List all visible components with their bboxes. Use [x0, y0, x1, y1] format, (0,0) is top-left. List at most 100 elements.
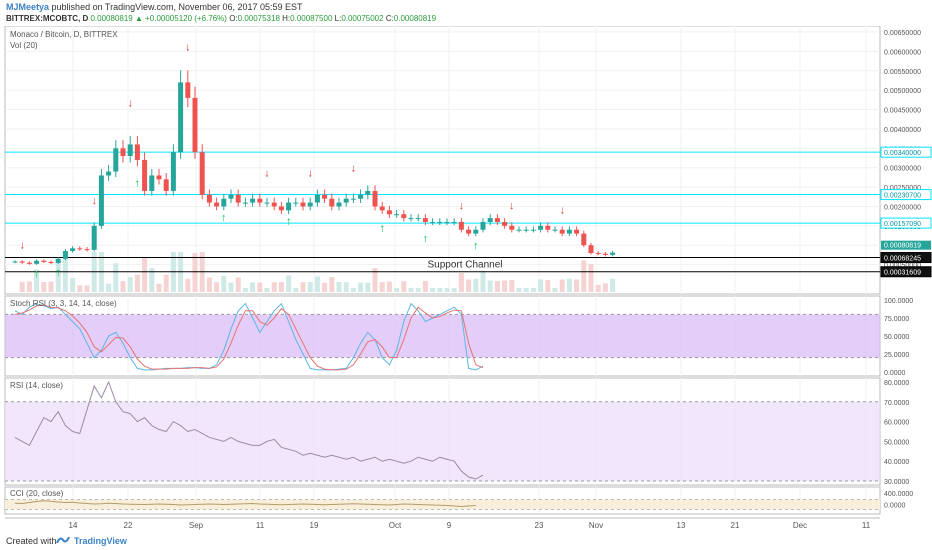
volume-bar: [552, 288, 558, 292]
candle: [271, 202, 277, 207]
high-value: 0.00087500: [290, 14, 333, 23]
candle: [581, 233, 587, 246]
candle: [12, 261, 18, 263]
candle: [293, 202, 299, 204]
volume-bar: [84, 285, 90, 292]
close-value: 0.00080819: [393, 14, 437, 23]
candle: [228, 194, 234, 199]
y-tick-label: 0.00400000: [884, 127, 921, 134]
x-tick-label: 9: [447, 521, 452, 530]
volume-bar: [106, 283, 112, 292]
y-tick-label: 70.0000: [884, 400, 909, 407]
volume-bar: [538, 279, 544, 292]
y-tick-label: 0.00450000: [884, 108, 921, 115]
y-tick-label: 25.0000: [884, 352, 909, 359]
candle: [494, 218, 500, 222]
candle: [566, 229, 572, 234]
volume-bar: [329, 277, 335, 292]
candle: [185, 82, 191, 98]
candle: [538, 225, 544, 230]
candle: [55, 258, 61, 264]
volume-label: Vol (20): [10, 41, 38, 50]
candle: [473, 229, 479, 234]
level-label: 0.00031609: [884, 270, 921, 277]
volume-bar: [77, 285, 83, 292]
candle: [257, 198, 263, 203]
candle: [34, 260, 40, 264]
volume-bar: [293, 288, 299, 292]
candle: [458, 221, 464, 230]
volume-bar: [264, 288, 270, 292]
down-arrow-icon: ↓: [127, 98, 133, 110]
candle: [19, 261, 25, 263]
candle: [113, 148, 119, 172]
candle: [595, 252, 601, 254]
volume-bar: [523, 288, 529, 292]
chart-canvas[interactable]: 0.00650000 0.00600000 0.00550000 0.00500000…: [0, 26, 932, 532]
up-arrow-icon: ↑: [34, 268, 40, 280]
author-link[interactable]: MJMeetya: [6, 2, 50, 12]
candle: [127, 144, 133, 157]
candle: [264, 202, 270, 204]
candle: [98, 175, 104, 226]
candle: [48, 261, 54, 264]
candle: [523, 229, 529, 231]
low-value: 0.00075002: [341, 14, 384, 23]
candle: [487, 218, 493, 222]
candle: [192, 97, 198, 153]
price-change: +0.00005120 (+6.76%): [145, 14, 227, 23]
y-tick-label: 80.0000: [884, 380, 909, 387]
level-label: 0.00340000: [884, 150, 921, 157]
candle: [206, 194, 212, 203]
low-label: L:: [334, 14, 342, 23]
candle: [401, 214, 407, 219]
y-tick-label: 0.00600000: [884, 49, 921, 56]
y-tick-label: 0.00250000: [884, 185, 921, 192]
volume-bar: [566, 278, 572, 292]
volume-bar: [386, 281, 392, 292]
up-arrow-icon: ↑: [135, 177, 141, 189]
y-tick-label: 100.0000: [884, 298, 913, 305]
level-label: 0.00068245: [884, 256, 921, 263]
candle: [329, 198, 335, 207]
symbol-label[interactable]: BITTREX:MCOBTC, D: [6, 14, 89, 23]
x-tick-label: Sep: [189, 521, 204, 530]
volume-bar: [502, 280, 508, 292]
x-tick-label: Nov: [589, 521, 603, 530]
volume-bar: [509, 280, 515, 292]
series-line-D: [14, 304, 484, 371]
down-arrow-icon: ↓: [264, 167, 270, 179]
level-label-box: [880, 146, 932, 158]
volume-bar: [343, 282, 349, 292]
x-tick-label: 22: [124, 521, 133, 530]
candle: [372, 190, 378, 207]
candle: [394, 214, 400, 216]
volume-bar: [588, 264, 594, 292]
candle: [422, 218, 428, 222]
y-tick-label: 75.0000: [884, 316, 909, 323]
candle: [106, 171, 112, 176]
published-text: published on TradingView.com, November 0…: [51, 2, 303, 12]
up-arrow-icon: ↑: [379, 223, 385, 235]
level-label-box: [880, 252, 932, 264]
down-arrow-icon: ↓: [19, 239, 25, 251]
volume-bar: [458, 273, 464, 292]
up-arrow-icon: ↑: [286, 216, 292, 228]
volume-bar: [480, 270, 486, 292]
tradingview-link[interactable]: TradingView: [74, 536, 127, 546]
volume-bar: [473, 278, 479, 292]
volume-bar: [595, 285, 601, 292]
y-tick-label: 0.0000: [884, 370, 906, 377]
volume-bar: [336, 282, 342, 292]
candle: [610, 252, 616, 255]
volume-bar: [602, 283, 608, 292]
candle: [286, 202, 292, 211]
volume-bar: [487, 280, 493, 292]
volume-bar: [379, 282, 385, 292]
y-tick-label: 0.00200000: [884, 204, 921, 211]
candle: [480, 221, 486, 230]
volume-bar: [365, 282, 371, 292]
volume-bar: [127, 277, 133, 292]
chart-header: MJMeetya published on TradingView.com, N…: [0, 0, 932, 26]
level-label: 0.00230700: [884, 193, 921, 200]
